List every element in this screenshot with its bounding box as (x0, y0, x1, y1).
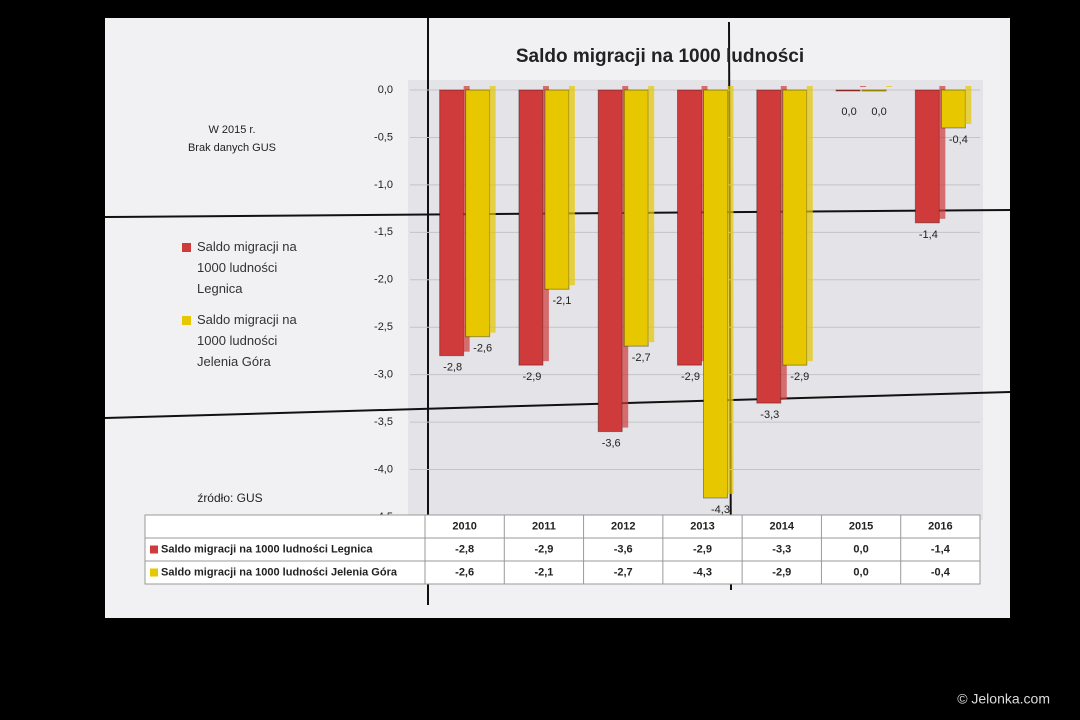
bar (623, 89, 649, 347)
annotation: W 2015 r. (208, 124, 255, 136)
bar (914, 89, 940, 224)
table-cell: -2,8 (455, 543, 474, 555)
watermark: © Jelonka.com (957, 691, 1050, 707)
value-label: -2,8 (443, 362, 462, 374)
legend-label: Saldo migracji na 1000 ludności Legnica (197, 239, 297, 296)
value-label: -2,9 (522, 371, 541, 383)
y-tick-label: -4,0 (374, 463, 393, 475)
value-label: -2,6 (473, 343, 492, 355)
value-label: -0,4 (949, 134, 968, 146)
y-tick-label: 0,0 (378, 84, 393, 96)
bar (861, 89, 887, 92)
table-bg (144, 514, 981, 585)
legend-label: Saldo migracji na 1000 ludności Legnica (161, 543, 373, 555)
value-label: -2,9 (681, 371, 700, 383)
table-cell: -2,6 (455, 566, 474, 578)
bar (597, 89, 623, 433)
value-label: 0,0 (871, 106, 886, 118)
bar (782, 89, 808, 366)
table-cell: -0,4 (931, 566, 951, 578)
table-cell: -3,3 (772, 543, 791, 555)
bar-side (806, 86, 813, 362)
table-cell: -2,9 (534, 543, 553, 555)
table-cell: -2,9 (772, 566, 791, 578)
bar-side (727, 86, 734, 495)
x-tick-label: 2015 (849, 520, 873, 532)
legend-label: Saldo migracji na 1000 ludności Jelenia … (197, 312, 297, 369)
bar (940, 89, 966, 129)
bar (756, 89, 782, 404)
value-label: -2,9 (790, 371, 809, 383)
bar-side (939, 86, 946, 219)
bar-side (648, 86, 655, 343)
value-label: -3,6 (602, 438, 621, 450)
x-tick-label: 2014 (770, 520, 795, 532)
y-tick-label: -3,0 (374, 369, 393, 381)
value-label: -2,1 (552, 295, 571, 307)
x-tick-label: 2016 (928, 520, 952, 532)
bar-side (489, 86, 496, 333)
bar-side (568, 86, 575, 286)
y-tick-label: -3,5 (374, 416, 393, 428)
table-cell: 0,0 (853, 543, 868, 555)
value-label: -4,3 (711, 504, 730, 516)
bar-side (860, 86, 867, 87)
bar (518, 89, 544, 366)
y-tick-label: -0,5 (374, 131, 393, 143)
bar (703, 89, 728, 499)
value-label: 0,0 (841, 106, 856, 118)
bar-side (965, 86, 972, 124)
table-cell: 0,0 (853, 566, 868, 578)
value-label: -3,3 (760, 409, 779, 421)
annotation: Brak danych GUS (188, 142, 276, 154)
frame-line (104, 391, 1011, 419)
chart-title: Saldo migracji na 1000 ludności (516, 46, 804, 67)
legend-swatch (182, 243, 191, 252)
legend-swatch (182, 316, 191, 325)
table-cell: -2,1 (534, 566, 553, 578)
legend-label: Saldo migracji na 1000 ludności Jelenia … (161, 566, 398, 578)
table-cell: -1,4 (931, 543, 951, 555)
bar-side (886, 86, 893, 87)
y-tick-label: -1,5 (374, 226, 393, 238)
x-tick-label: 2013 (690, 520, 714, 532)
x-tick-label: 2011 (532, 520, 556, 532)
value-label: -1,4 (919, 229, 938, 241)
bar (465, 89, 491, 338)
legend-swatch (150, 545, 158, 554)
legend-swatch (150, 568, 158, 577)
table-cell: -2,7 (614, 566, 633, 578)
table-cell: -4,3 (693, 566, 712, 578)
x-tick-label: 2010 (452, 520, 476, 532)
table-cell: -3,6 (614, 543, 633, 555)
x-tick-label: 2012 (611, 520, 635, 532)
y-tick-label: -2,0 (374, 274, 393, 286)
annotation: źródło: GUS (197, 491, 262, 505)
y-tick-label: -2,5 (374, 321, 393, 333)
bar (544, 89, 570, 290)
bar (439, 89, 465, 357)
bar (835, 89, 861, 92)
value-label: -2,7 (632, 352, 651, 364)
table-cell: -2,9 (693, 543, 712, 555)
bar (677, 89, 702, 366)
y-tick-label: -1,0 (374, 179, 393, 191)
